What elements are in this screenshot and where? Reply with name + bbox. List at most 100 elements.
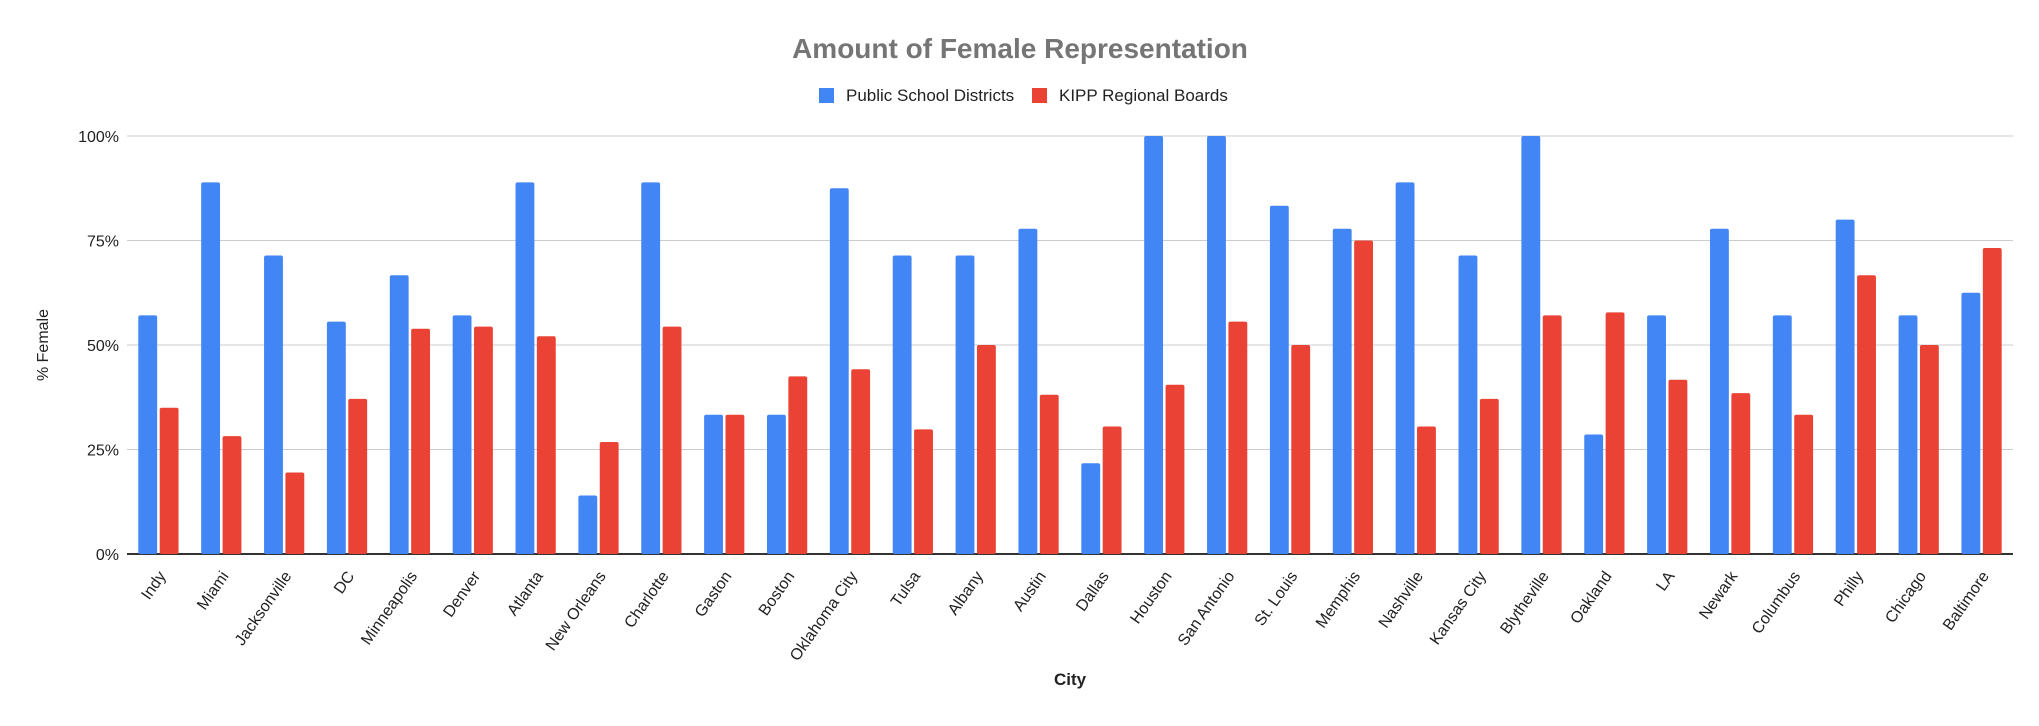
bar-kipp xyxy=(851,369,871,554)
legend-swatch-public xyxy=(819,88,834,103)
x-tick-label: Columbus xyxy=(1749,569,1804,638)
y-axis-label: % Female xyxy=(35,309,52,381)
bar-public xyxy=(1144,136,1164,554)
x-tick-label: Oakland xyxy=(1568,569,1616,628)
bar-kipp xyxy=(662,326,682,554)
bar-kipp xyxy=(1165,384,1185,554)
bar-public xyxy=(264,255,283,554)
bar-public xyxy=(578,495,598,554)
x-tick-label: Gaston xyxy=(692,569,736,621)
bar-kipp xyxy=(1857,275,1876,554)
bar-kipp xyxy=(1668,379,1688,554)
bar-public xyxy=(389,275,409,554)
bar-kipp xyxy=(474,326,493,554)
x-tick-label: Kansas City xyxy=(1427,569,1490,649)
x-tick-label: DC xyxy=(331,569,358,598)
bar-kipp xyxy=(1102,426,1122,554)
x-tick-label: Austin xyxy=(1010,569,1049,615)
bar-kipp xyxy=(536,336,556,554)
x-tick-label: Nashville xyxy=(1376,568,1427,631)
bar-public xyxy=(326,321,346,554)
bar-kipp xyxy=(1794,414,1814,554)
x-tick-label: LA xyxy=(1653,568,1678,594)
bar-kipp xyxy=(1731,393,1751,554)
bar-public xyxy=(1709,228,1729,554)
bar-public xyxy=(1647,315,1666,554)
legend-label-kipp: KIPP Regional Boards xyxy=(1059,86,1228,105)
y-tick-label: 100% xyxy=(78,129,119,146)
bar-public xyxy=(1835,219,1855,554)
bar-kipp xyxy=(599,441,619,554)
bar-kipp xyxy=(1291,345,1311,554)
bar-public xyxy=(452,315,472,554)
bar-public xyxy=(138,315,158,554)
bar-public xyxy=(955,255,975,554)
x-tick-label: Oklahoma City xyxy=(787,569,861,665)
bar-public xyxy=(704,414,723,554)
x-tick-label: Philly xyxy=(1831,569,1867,610)
y-tick-label: 50% xyxy=(87,338,119,355)
bar-public xyxy=(1898,315,1918,554)
bar-kipp xyxy=(159,407,179,554)
bar-public xyxy=(892,255,912,554)
x-tick-label: Jacksonville xyxy=(232,568,295,648)
bar-kipp xyxy=(1228,321,1248,554)
bar-kipp xyxy=(725,414,745,554)
bar-public xyxy=(1018,228,1038,554)
bar-public xyxy=(1081,463,1101,554)
x-tick-label: Miami xyxy=(194,569,232,614)
bar-kipp xyxy=(222,436,242,554)
bar-kipp xyxy=(1605,312,1625,554)
bar-public xyxy=(1584,434,1604,554)
bar-kipp xyxy=(285,472,305,554)
x-tick-label: Baltimore xyxy=(1940,568,1993,633)
bar-kipp xyxy=(1417,426,1436,554)
bar-public xyxy=(1395,182,1415,554)
y-tick-label: 0% xyxy=(96,547,119,564)
x-tick-label: Tulsa xyxy=(888,568,924,609)
x-tick-label: San Antonio xyxy=(1175,568,1238,649)
bar-public xyxy=(766,414,786,554)
bar-kipp xyxy=(976,345,996,554)
x-tick-label: Blytheville xyxy=(1498,568,1553,637)
x-tick-label: New Orleans xyxy=(543,569,610,655)
bar-public xyxy=(1269,205,1289,554)
legend-swatch-kipp xyxy=(1032,88,1047,103)
x-tick-label: Chicago xyxy=(1882,568,1930,626)
x-tick-label: Memphis xyxy=(1313,569,1364,632)
bar-public xyxy=(1332,228,1352,554)
bar-kipp xyxy=(411,328,431,554)
x-axis-label: City xyxy=(1054,670,1087,689)
bar-kipp xyxy=(1479,398,1499,554)
x-tick-label: Indy xyxy=(138,569,169,604)
x-tick-label: Albany xyxy=(945,569,987,619)
bar-kipp xyxy=(1542,315,1562,554)
x-tick-label: Denver xyxy=(441,568,485,621)
x-tick-label: Houston xyxy=(1127,569,1175,628)
bar-kipp xyxy=(1039,394,1059,554)
bar-public xyxy=(1772,315,1792,554)
legend-label-public: Public School Districts xyxy=(846,86,1014,105)
bar-kipp xyxy=(348,398,368,554)
bar-public xyxy=(1961,292,1981,554)
bar-public xyxy=(1458,255,1478,554)
bar-public xyxy=(829,188,849,554)
y-tick-label: 25% xyxy=(87,443,119,460)
bar-public xyxy=(641,182,661,554)
bar-public xyxy=(1521,136,1541,554)
x-tick-label: Dallas xyxy=(1073,569,1112,615)
legend: Public School Districts KIPP Regional Bo… xyxy=(819,86,1228,105)
bar-kipp xyxy=(1919,345,1939,554)
x-tick-label: Minneapolis xyxy=(358,569,421,649)
x-tick-label: Atlanta xyxy=(504,568,547,619)
bar-public xyxy=(515,182,535,554)
x-tick-label: Boston xyxy=(756,569,798,620)
bar-kipp xyxy=(1982,248,2002,555)
bar-public xyxy=(201,182,221,554)
x-tick-label: Newark xyxy=(1696,568,1742,623)
chart-title: Amount of Female Representation xyxy=(792,33,1248,64)
bar-public xyxy=(1207,136,1226,554)
bar-kipp xyxy=(914,429,933,554)
x-tick-label: St. Louis xyxy=(1252,569,1302,630)
